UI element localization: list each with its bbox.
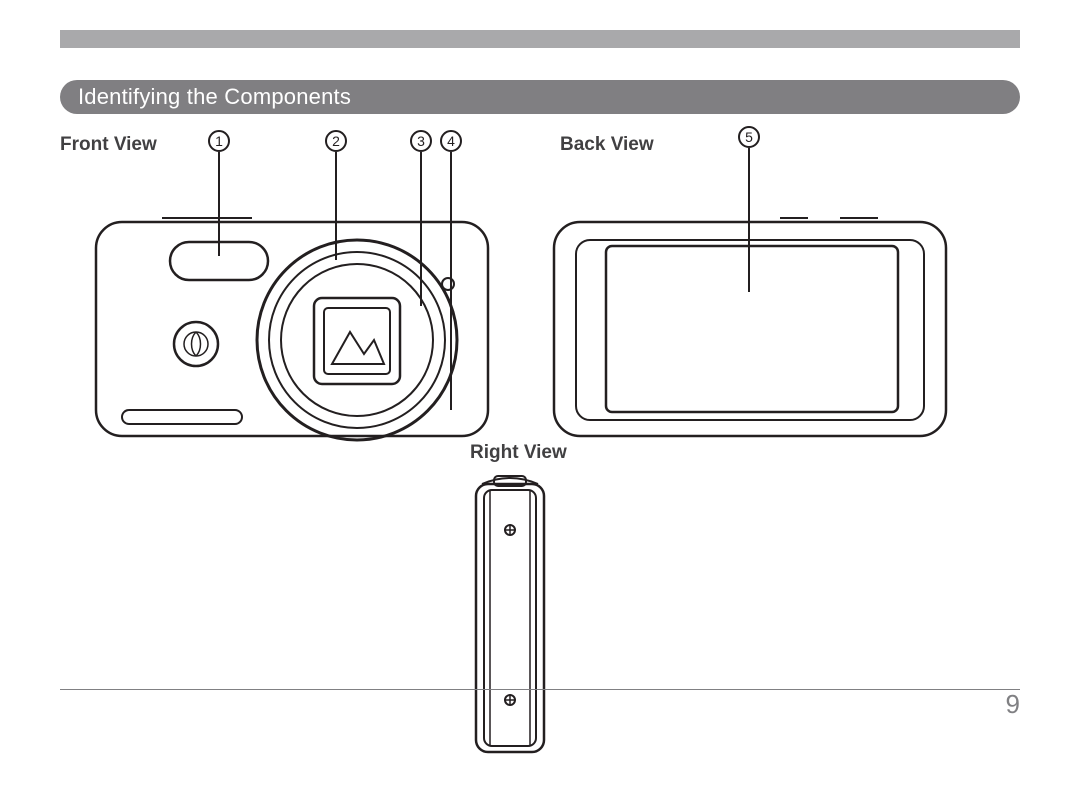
callout-circle-3: 3: [410, 130, 432, 152]
section-header: Identifying the Components: [60, 80, 1020, 114]
right-view-diagram: [470, 470, 550, 760]
section-title: Identifying the Components: [78, 84, 351, 110]
front-view-diagram: [92, 214, 492, 444]
callout-3: 3: [410, 130, 432, 152]
callout-5: 5: [738, 126, 760, 148]
content-area: Front View Back View Right View 1 2 3 4 …: [60, 114, 1020, 714]
callout-4: 4: [440, 130, 462, 152]
front-view-label: Front View: [60, 134, 157, 156]
callout-2: 2: [325, 130, 347, 152]
manual-page: Identifying the Components Front View Ba…: [60, 30, 1020, 750]
callout-circle-2: 2: [325, 130, 347, 152]
back-view-diagram: [550, 214, 950, 444]
page-number: 9: [1006, 689, 1020, 720]
callout-circle-1: 1: [208, 130, 230, 152]
callout-circle-4: 4: [440, 130, 462, 152]
callout-1: 1: [208, 130, 230, 152]
bottom-rule: [60, 689, 1020, 690]
top-accent-bar: [60, 30, 1020, 48]
callout-circle-5: 5: [738, 126, 760, 148]
back-view-label: Back View: [560, 134, 654, 156]
right-view-label: Right View: [470, 442, 567, 464]
